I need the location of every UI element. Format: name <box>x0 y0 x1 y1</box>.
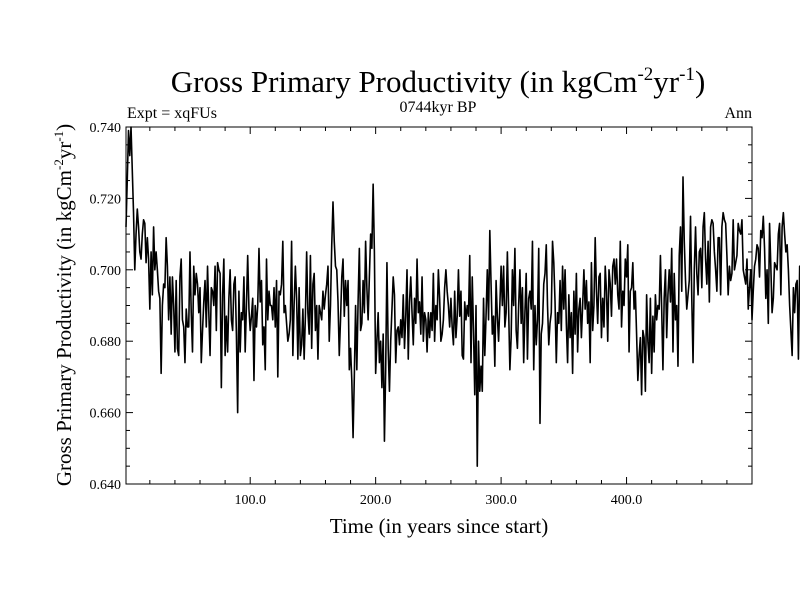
experiment-label: Expt = xqFUs <box>127 105 217 122</box>
period-label: 0744kyr BP <box>400 99 477 116</box>
x-tick-label: 400.0 <box>611 493 643 508</box>
y-axis-label: Gross Primary Productivity (in kgCm-2yr-… <box>51 124 76 486</box>
season-label: Ann <box>724 105 752 122</box>
axis-ticks: 0.640 0.660 0.680 0.700 0.720 0.740 100.0 200.0… <box>90 121 752 508</box>
y-tick-label: 0.680 <box>90 335 122 350</box>
y-tick-label: 0.720 <box>90 192 122 207</box>
x-axis-label: Time (in years since start) <box>330 514 549 538</box>
series-line-gpp <box>125 126 800 467</box>
y-tick-label: 0.660 <box>90 407 122 422</box>
chart-title: Gross Primary Productivity (in kgCm-2yr-… <box>171 64 706 99</box>
x-tick-label: 200.0 <box>360 493 392 508</box>
x-tick-label: 100.0 <box>234 493 266 508</box>
x-tick-label: 300.0 <box>485 493 517 508</box>
y-tick-label: 0.740 <box>90 121 122 136</box>
y-tick-label: 0.640 <box>90 478 122 493</box>
y-tick-label: 0.700 <box>90 264 122 279</box>
